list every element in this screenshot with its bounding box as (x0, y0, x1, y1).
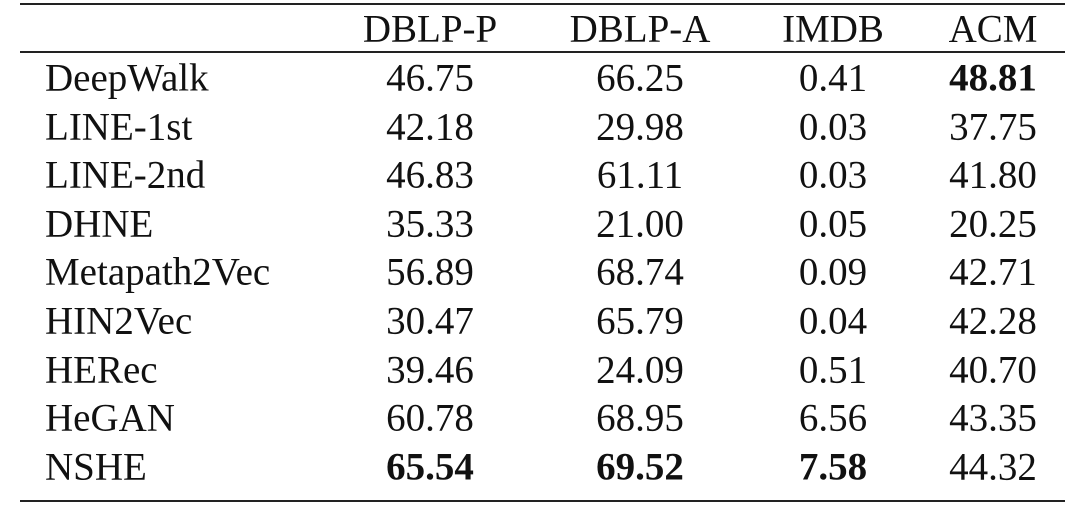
table-cell: 65.79 (596, 299, 684, 343)
column-header: ACM (948, 7, 1038, 51)
table-cell: 20.25 (949, 202, 1037, 246)
table-cell: 46.75 (386, 56, 474, 100)
table-cell: 66.25 (596, 56, 684, 100)
table-cell: 69.52 (596, 445, 684, 489)
table-cell: 0.03 (798, 153, 868, 197)
top-rule (20, 3, 1065, 5)
table-cell: 0.03 (798, 105, 868, 149)
table-cell: 39.46 (386, 348, 474, 392)
table-cell: 65.54 (386, 445, 474, 489)
table-cell: 44.32 (949, 445, 1037, 489)
table-cell: 68.74 (596, 250, 684, 294)
row-label: LINE-2nd (45, 153, 206, 197)
table-cell: 7.58 (798, 445, 868, 489)
table-cell: 46.83 (386, 153, 474, 197)
table-cell: 42.18 (386, 105, 474, 149)
table-cell: 0.09 (798, 250, 868, 294)
table-cell: 48.81 (949, 56, 1037, 100)
header-rule (20, 51, 1065, 53)
bottom-rule (20, 500, 1065, 502)
row-label: Metapath2Vec (45, 250, 271, 294)
column-header: DBLP-A (569, 7, 711, 51)
row-label: HIN2Vec (45, 299, 193, 343)
table-cell: 40.70 (949, 348, 1037, 392)
row-label: LINE-1st (45, 105, 193, 149)
row-label: NSHE (45, 445, 147, 489)
table-cell: 41.80 (949, 153, 1037, 197)
table-cell: 60.78 (386, 396, 474, 440)
table-cell: 35.33 (386, 202, 474, 246)
row-label: HERec (45, 348, 158, 392)
column-header: IMDB (782, 7, 884, 51)
table-cell: 61.11 (596, 153, 684, 197)
table-cell: 0.51 (798, 348, 868, 392)
table-cell: 42.71 (949, 250, 1037, 294)
table-cell: 42.28 (949, 299, 1037, 343)
row-label: DeepWalk (45, 56, 209, 100)
table-cell: 56.89 (386, 250, 474, 294)
table-cell: 0.04 (798, 299, 868, 343)
table-cell: 43.35 (949, 396, 1037, 440)
table-cell: 30.47 (386, 299, 474, 343)
table-cell: 37.75 (949, 105, 1037, 149)
table-cell: 24.09 (596, 348, 684, 392)
row-label: HeGAN (45, 396, 175, 440)
column-header: DBLP-P (362, 7, 498, 51)
table-cell: 21.00 (596, 202, 684, 246)
table-cell: 6.56 (798, 396, 868, 440)
table-cell: 29.98 (596, 105, 684, 149)
table-cell: 0.05 (798, 202, 868, 246)
table-cell: 68.95 (596, 396, 684, 440)
row-label: DHNE (45, 202, 154, 246)
table-cell: 0.41 (798, 56, 868, 100)
